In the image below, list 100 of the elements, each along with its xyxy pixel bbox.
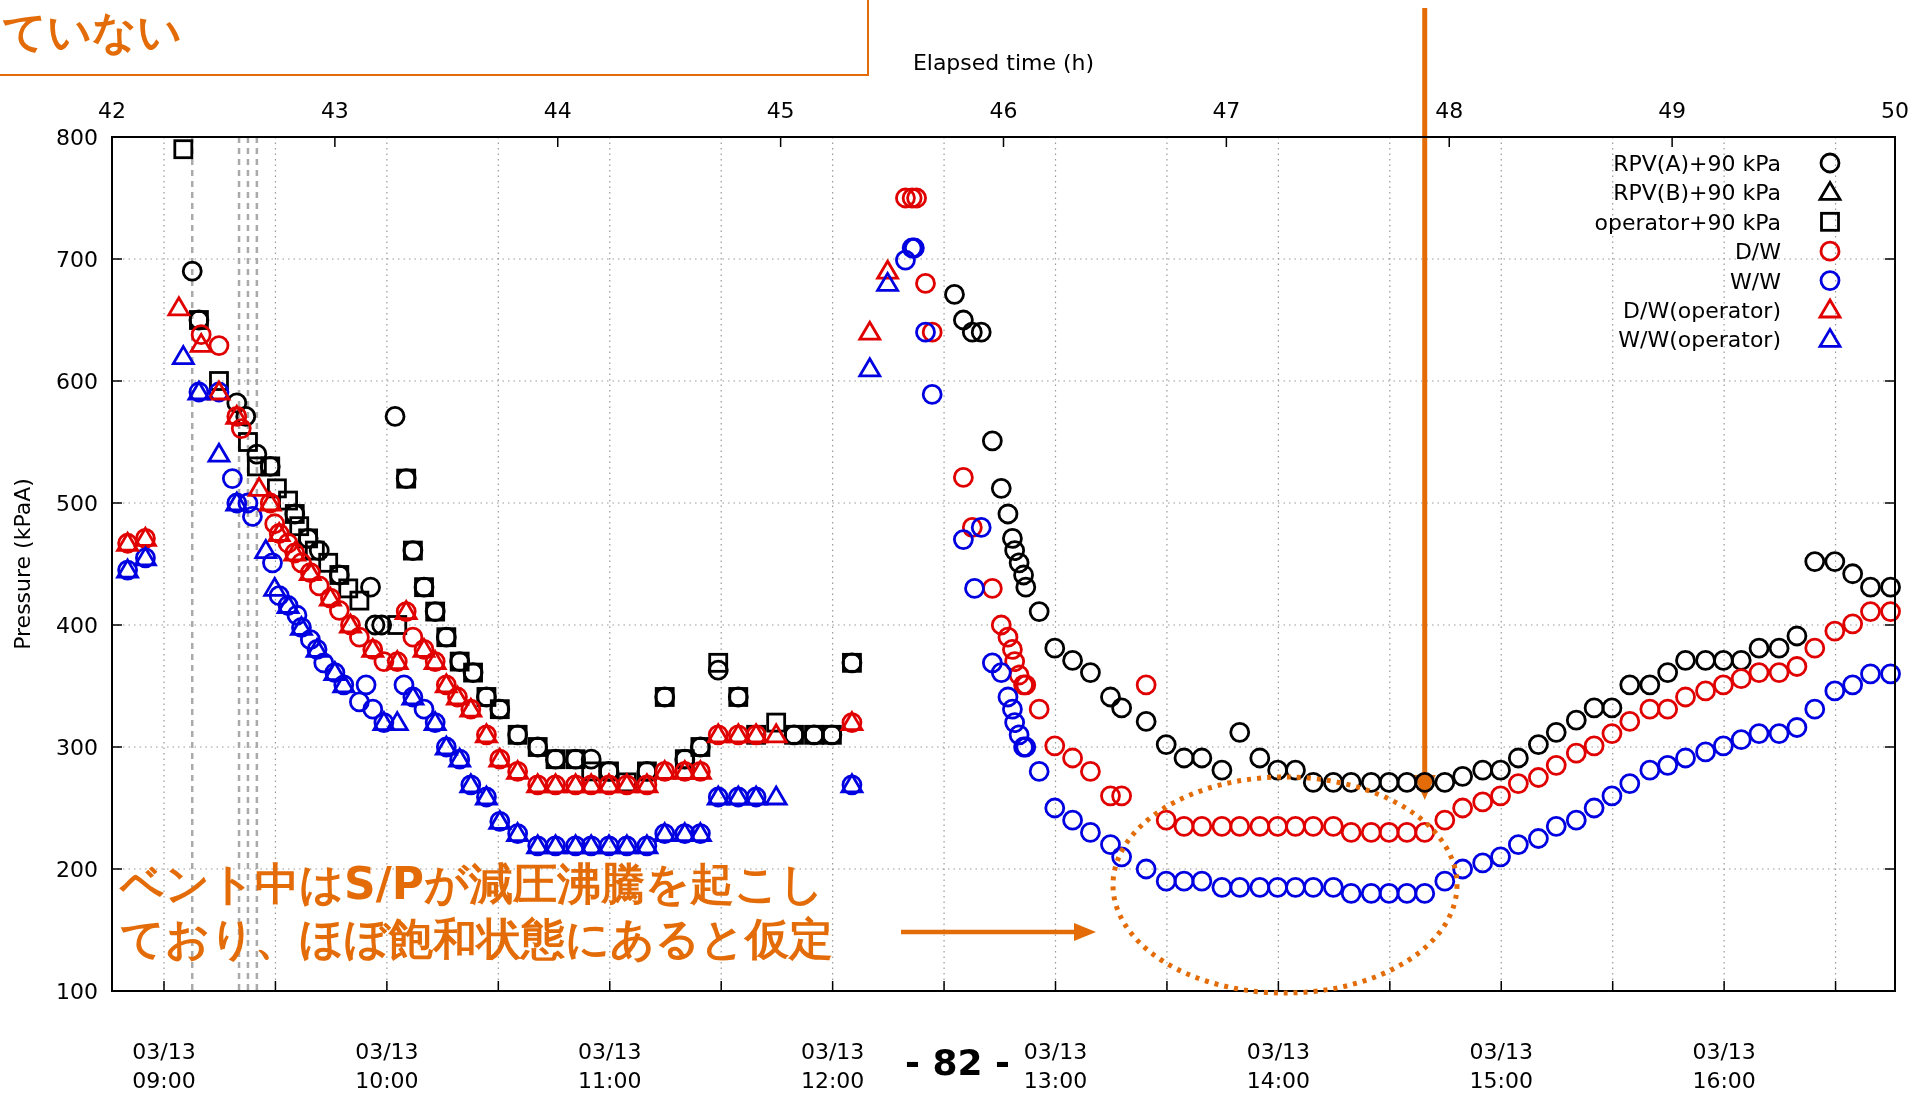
point (840, 711, 864, 731)
point (134, 526, 157, 547)
point (506, 760, 530, 780)
point (116, 531, 139, 552)
point (726, 723, 750, 744)
y-tick-label: 200 (56, 857, 98, 882)
x2-tick-label: 03/13 14:00 (1246, 1039, 1311, 1093)
point (579, 773, 603, 794)
point (488, 810, 512, 830)
x-tick-label: 44 (543, 98, 572, 123)
x2-tick-label: 03/13 16:00 (1692, 1039, 1756, 1093)
y-axis-title: Pressure (kPaA) (10, 478, 35, 650)
point (434, 735, 458, 756)
legend-label: W/W(operator) (1618, 327, 1781, 353)
point (396, 468, 417, 489)
point (764, 785, 788, 806)
x-tick-label: 46 (989, 98, 1018, 123)
point (446, 685, 469, 706)
point (488, 747, 512, 768)
point (544, 834, 567, 855)
legend-label: RPV(A)+90 kPa (1613, 151, 1781, 176)
point (385, 711, 409, 731)
point (289, 516, 310, 537)
point (332, 673, 356, 694)
point (840, 773, 864, 794)
y-tick-label: 500 (56, 491, 98, 516)
x2-tick-label: 03/13 12:00 (800, 1039, 865, 1093)
legend-label: RPV(B)+90 kPa (1613, 180, 1781, 206)
x-axis-title: Elapsed time (h) (912, 50, 1095, 75)
y-tick-label: 600 (56, 369, 98, 394)
point (425, 601, 446, 622)
point (654, 687, 675, 707)
legend-label: D/W (1734, 239, 1782, 265)
point (349, 590, 370, 611)
x-tick-label: 48 (1435, 98, 1464, 123)
point (653, 760, 677, 780)
point (635, 834, 659, 855)
point (247, 476, 271, 497)
point (361, 638, 385, 658)
point (764, 723, 788, 744)
point (673, 760, 697, 780)
point (116, 558, 139, 579)
point (728, 687, 749, 707)
point (338, 578, 359, 599)
point (319, 586, 342, 607)
point (318, 552, 339, 573)
x-tick-label: 43 (320, 98, 349, 123)
point (597, 773, 621, 794)
point (167, 296, 191, 317)
point (254, 539, 278, 559)
point (238, 432, 258, 452)
point (434, 673, 458, 694)
point (449, 651, 470, 672)
point (706, 723, 730, 744)
point (507, 724, 528, 745)
text: ていない (2, 5, 183, 59)
point (207, 442, 231, 463)
point (171, 345, 195, 365)
point (339, 613, 362, 634)
point (579, 834, 603, 855)
point (412, 638, 436, 658)
point (688, 760, 712, 780)
x-tick-label: 45 (766, 98, 795, 123)
y-tick-label: 800 (56, 125, 98, 150)
legend-label: W/W (1730, 268, 1782, 294)
point (726, 785, 750, 806)
x-tick-label: 49 (1658, 98, 1687, 123)
legend-label: operator+90 kPa (1594, 209, 1781, 235)
point (635, 773, 659, 794)
point (564, 773, 587, 794)
point (688, 822, 712, 843)
point (545, 749, 566, 770)
x2-tick-label: 03/13 13:00 (1023, 1039, 1088, 1093)
point (744, 785, 768, 806)
y-tick-label: 700 (56, 247, 98, 272)
x2-tick-label: 03/13 10:00 (355, 1039, 419, 1093)
point (448, 747, 472, 768)
y-tick-label: 300 (56, 735, 98, 760)
y-tick-label: 400 (56, 613, 98, 638)
y-tick-label: 100 (56, 979, 98, 1004)
x-tick-label: 42 (98, 98, 126, 123)
x2-tick-label: 03/13 09:00 (132, 1039, 196, 1093)
point (423, 711, 447, 731)
point (436, 627, 457, 648)
x2-tick-label: 03/13 15:00 (1469, 1039, 1533, 1093)
point (858, 320, 882, 341)
point (372, 711, 396, 731)
point (475, 723, 498, 744)
legend-label: D/W(operator) (1623, 298, 1781, 323)
point (394, 600, 418, 620)
point (459, 697, 483, 718)
point (653, 822, 677, 843)
point (423, 650, 447, 670)
point (506, 822, 530, 843)
point (187, 380, 211, 401)
text: - 82 - (905, 1041, 1011, 1085)
point (858, 357, 882, 378)
point (258, 491, 282, 512)
point (706, 785, 730, 806)
point (134, 546, 157, 567)
